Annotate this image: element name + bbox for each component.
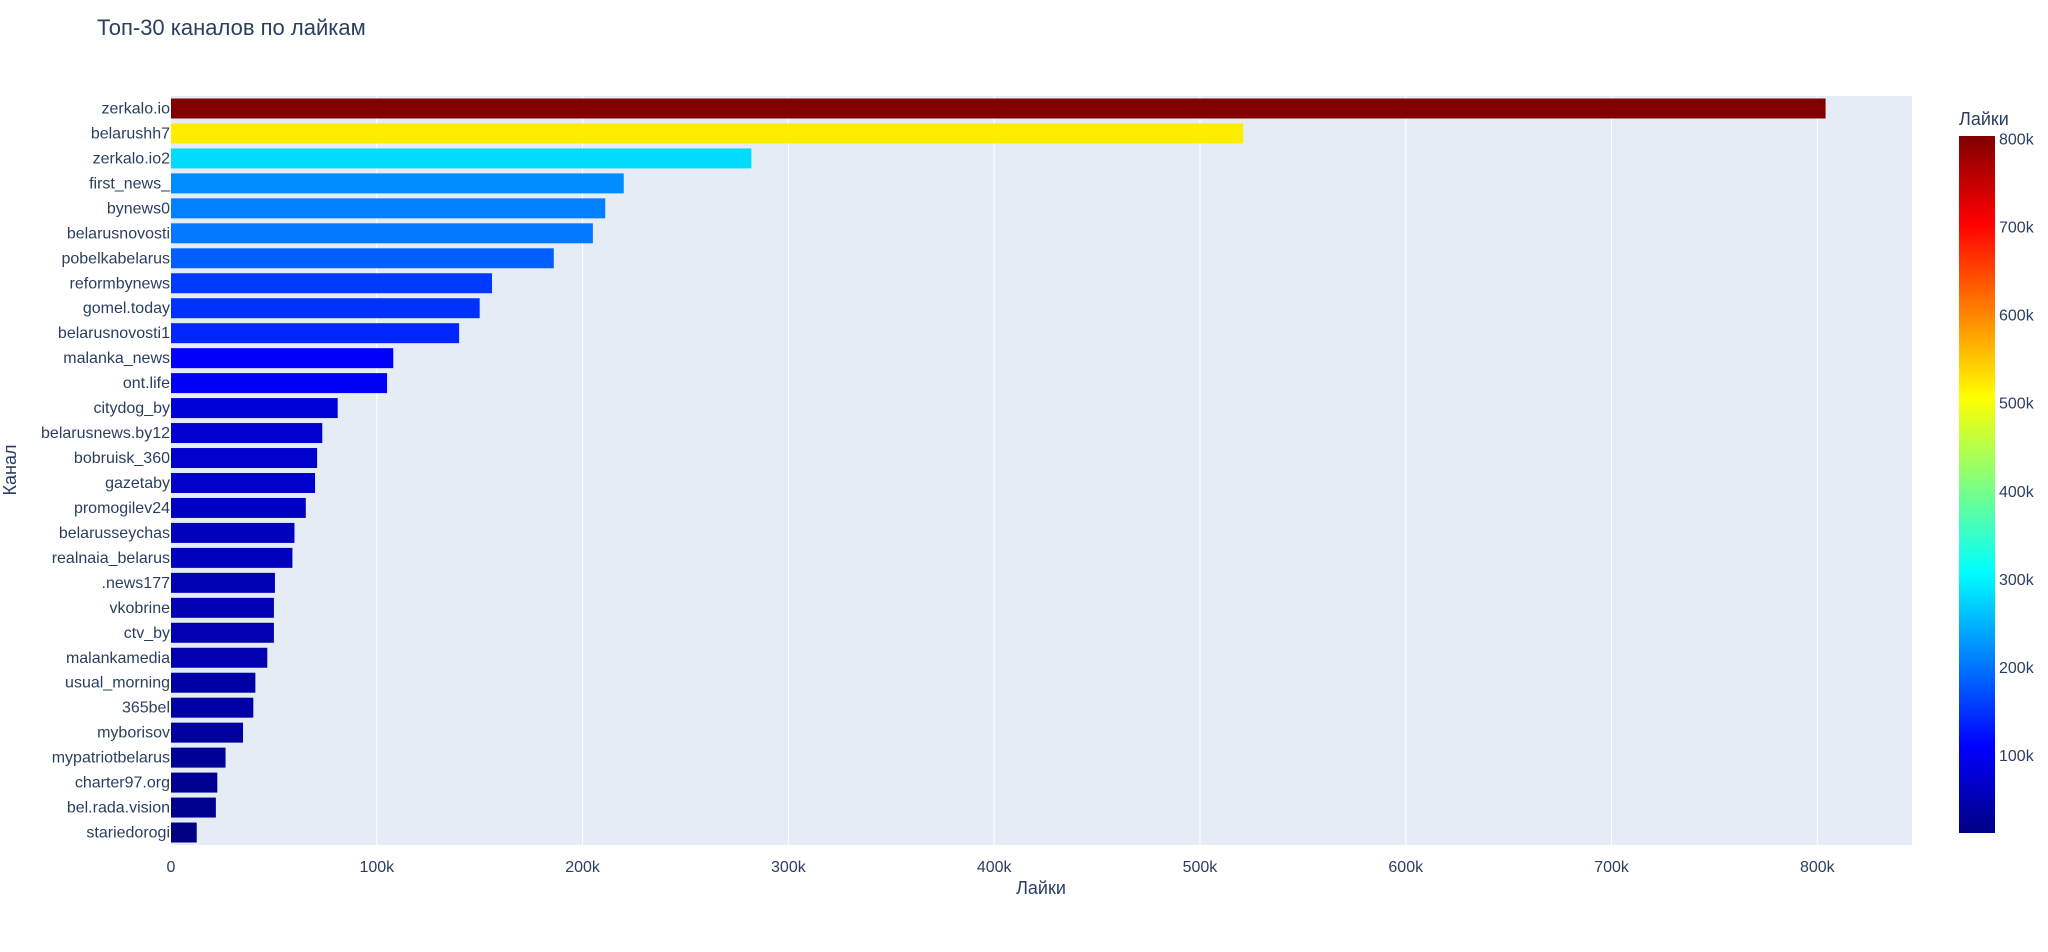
y-tick-label: mypatriotbelarus (52, 750, 170, 767)
y-tick-label: belarusnovosti1 (58, 325, 170, 342)
y-tick-label: ont.life (123, 375, 170, 392)
bar[interactable] (171, 323, 460, 344)
bar[interactable] (171, 672, 256, 693)
bar[interactable] (171, 398, 338, 419)
bar[interactable] (171, 423, 323, 444)
bar[interactable] (171, 123, 1244, 144)
y-tick-labels: zerkalo.io belarushh7 zerkalo.io2 first_new… (41, 100, 171, 841)
y-tick-label: zerkalo.io2 (93, 150, 170, 167)
x-tick-label: 0 (167, 859, 176, 876)
y-tick-label: bynews0 (107, 200, 170, 217)
y-tick-label: bobruisk_360 (74, 450, 170, 467)
y-tick-label: reformbynews (70, 275, 170, 292)
x-axis-title: Лайки (1016, 878, 1066, 898)
bar[interactable] (171, 547, 293, 568)
colorbar-tick-label: 200k (1999, 660, 2035, 677)
bar[interactable] (171, 747, 226, 768)
y-tick-label: belarusnovosti (67, 225, 170, 242)
colorbar-tick-labels: 100k 200k 300k 400k 500k 600k 700k 800k (1999, 132, 2035, 765)
y-tick-label: gomel.today (83, 300, 170, 317)
colorbar-title: Лайки (1959, 109, 2009, 129)
y-tick-label: promogilev24 (74, 500, 170, 517)
bar[interactable] (171, 522, 295, 543)
bars (171, 98, 1826, 843)
x-tick-label: 700k (1594, 859, 1630, 876)
bar[interactable] (171, 148, 752, 169)
x-tick-label: 300k (771, 859, 807, 876)
colorbar-tick-label: 500k (1999, 396, 2035, 413)
y-tick-label: belarusseychas (59, 525, 170, 542)
bar[interactable] (171, 273, 493, 294)
bar[interactable] (171, 173, 624, 194)
bar[interactable] (171, 647, 268, 668)
y-tick-label: gazetaby (105, 475, 170, 492)
y-tick-label: myborisov (97, 725, 170, 742)
x-tick-label: 500k (1183, 859, 1219, 876)
bar[interactable] (171, 572, 275, 593)
bar[interactable] (171, 298, 480, 319)
bar[interactable] (171, 248, 554, 269)
bar[interactable] (171, 697, 254, 718)
bar[interactable] (171, 198, 606, 219)
y-tick-label: malankamedia (66, 650, 170, 667)
plot-area (171, 96, 1912, 845)
y-tick-label: charter97.org (75, 775, 170, 792)
y-tick-label: 365bel (122, 700, 170, 717)
bar[interactable] (171, 797, 216, 818)
y-tick-label: belarushh7 (91, 125, 170, 142)
bar[interactable] (171, 472, 316, 493)
y-tick-label: ctv_by (124, 625, 170, 642)
y-tick-label: first_news_ (89, 175, 171, 192)
colorbar-tick-label: 700k (1999, 220, 2035, 237)
x-tick-label: 400k (977, 859, 1013, 876)
bar[interactable] (171, 622, 274, 643)
y-tick-label: realnaia_belarus (52, 550, 170, 567)
bar[interactable] (171, 772, 218, 793)
y-tick-label: citydog_by (94, 400, 171, 417)
colorbar-tick-label: 100k (1999, 748, 2035, 765)
x-tick-label: 800k (1800, 859, 1836, 876)
y-tick-label: zerkalo.io (102, 100, 171, 117)
colorbar-tick-label: 400k (1999, 484, 2035, 501)
bar[interactable] (171, 448, 318, 469)
bar[interactable] (171, 348, 394, 369)
x-tick-labels: 0 100k 200k 300k 400k 500k 600k 700k 800k (167, 859, 1836, 876)
y-tick-label: pobelkabelarus (61, 250, 170, 267)
bar[interactable] (171, 822, 197, 843)
bar[interactable] (171, 722, 244, 743)
bar[interactable] (171, 223, 593, 244)
x-tick-label: 200k (565, 859, 601, 876)
bar[interactable] (171, 597, 274, 618)
y-tick-label: malanka_news (63, 350, 170, 367)
y-tick-label: vkobrine (110, 600, 171, 617)
bar[interactable] (171, 373, 388, 394)
y-tick-label: belarusnews.by12 (41, 425, 170, 442)
x-tick-label: 100k (359, 859, 395, 876)
y-tick-label: .news177 (102, 575, 171, 592)
y-tick-label: stariedorogi (86, 825, 170, 842)
chart-title: Топ-30 каналов по лайкам (97, 15, 366, 40)
bar[interactable] (171, 98, 1826, 119)
x-tick-label: 600k (1388, 859, 1424, 876)
gridlines (376, 96, 1818, 845)
y-axis-title: Канал (0, 445, 20, 496)
bar[interactable] (171, 497, 306, 518)
colorbar (1959, 136, 1995, 833)
colorbar-tick-label: 600k (1999, 308, 2035, 325)
colorbar-tick-label: 300k (1999, 572, 2035, 589)
y-tick-label: bel.rada.vision (67, 800, 170, 817)
y-tick-label: usual_morning (65, 675, 170, 692)
colorbar-tick-label: 800k (1999, 132, 2035, 149)
